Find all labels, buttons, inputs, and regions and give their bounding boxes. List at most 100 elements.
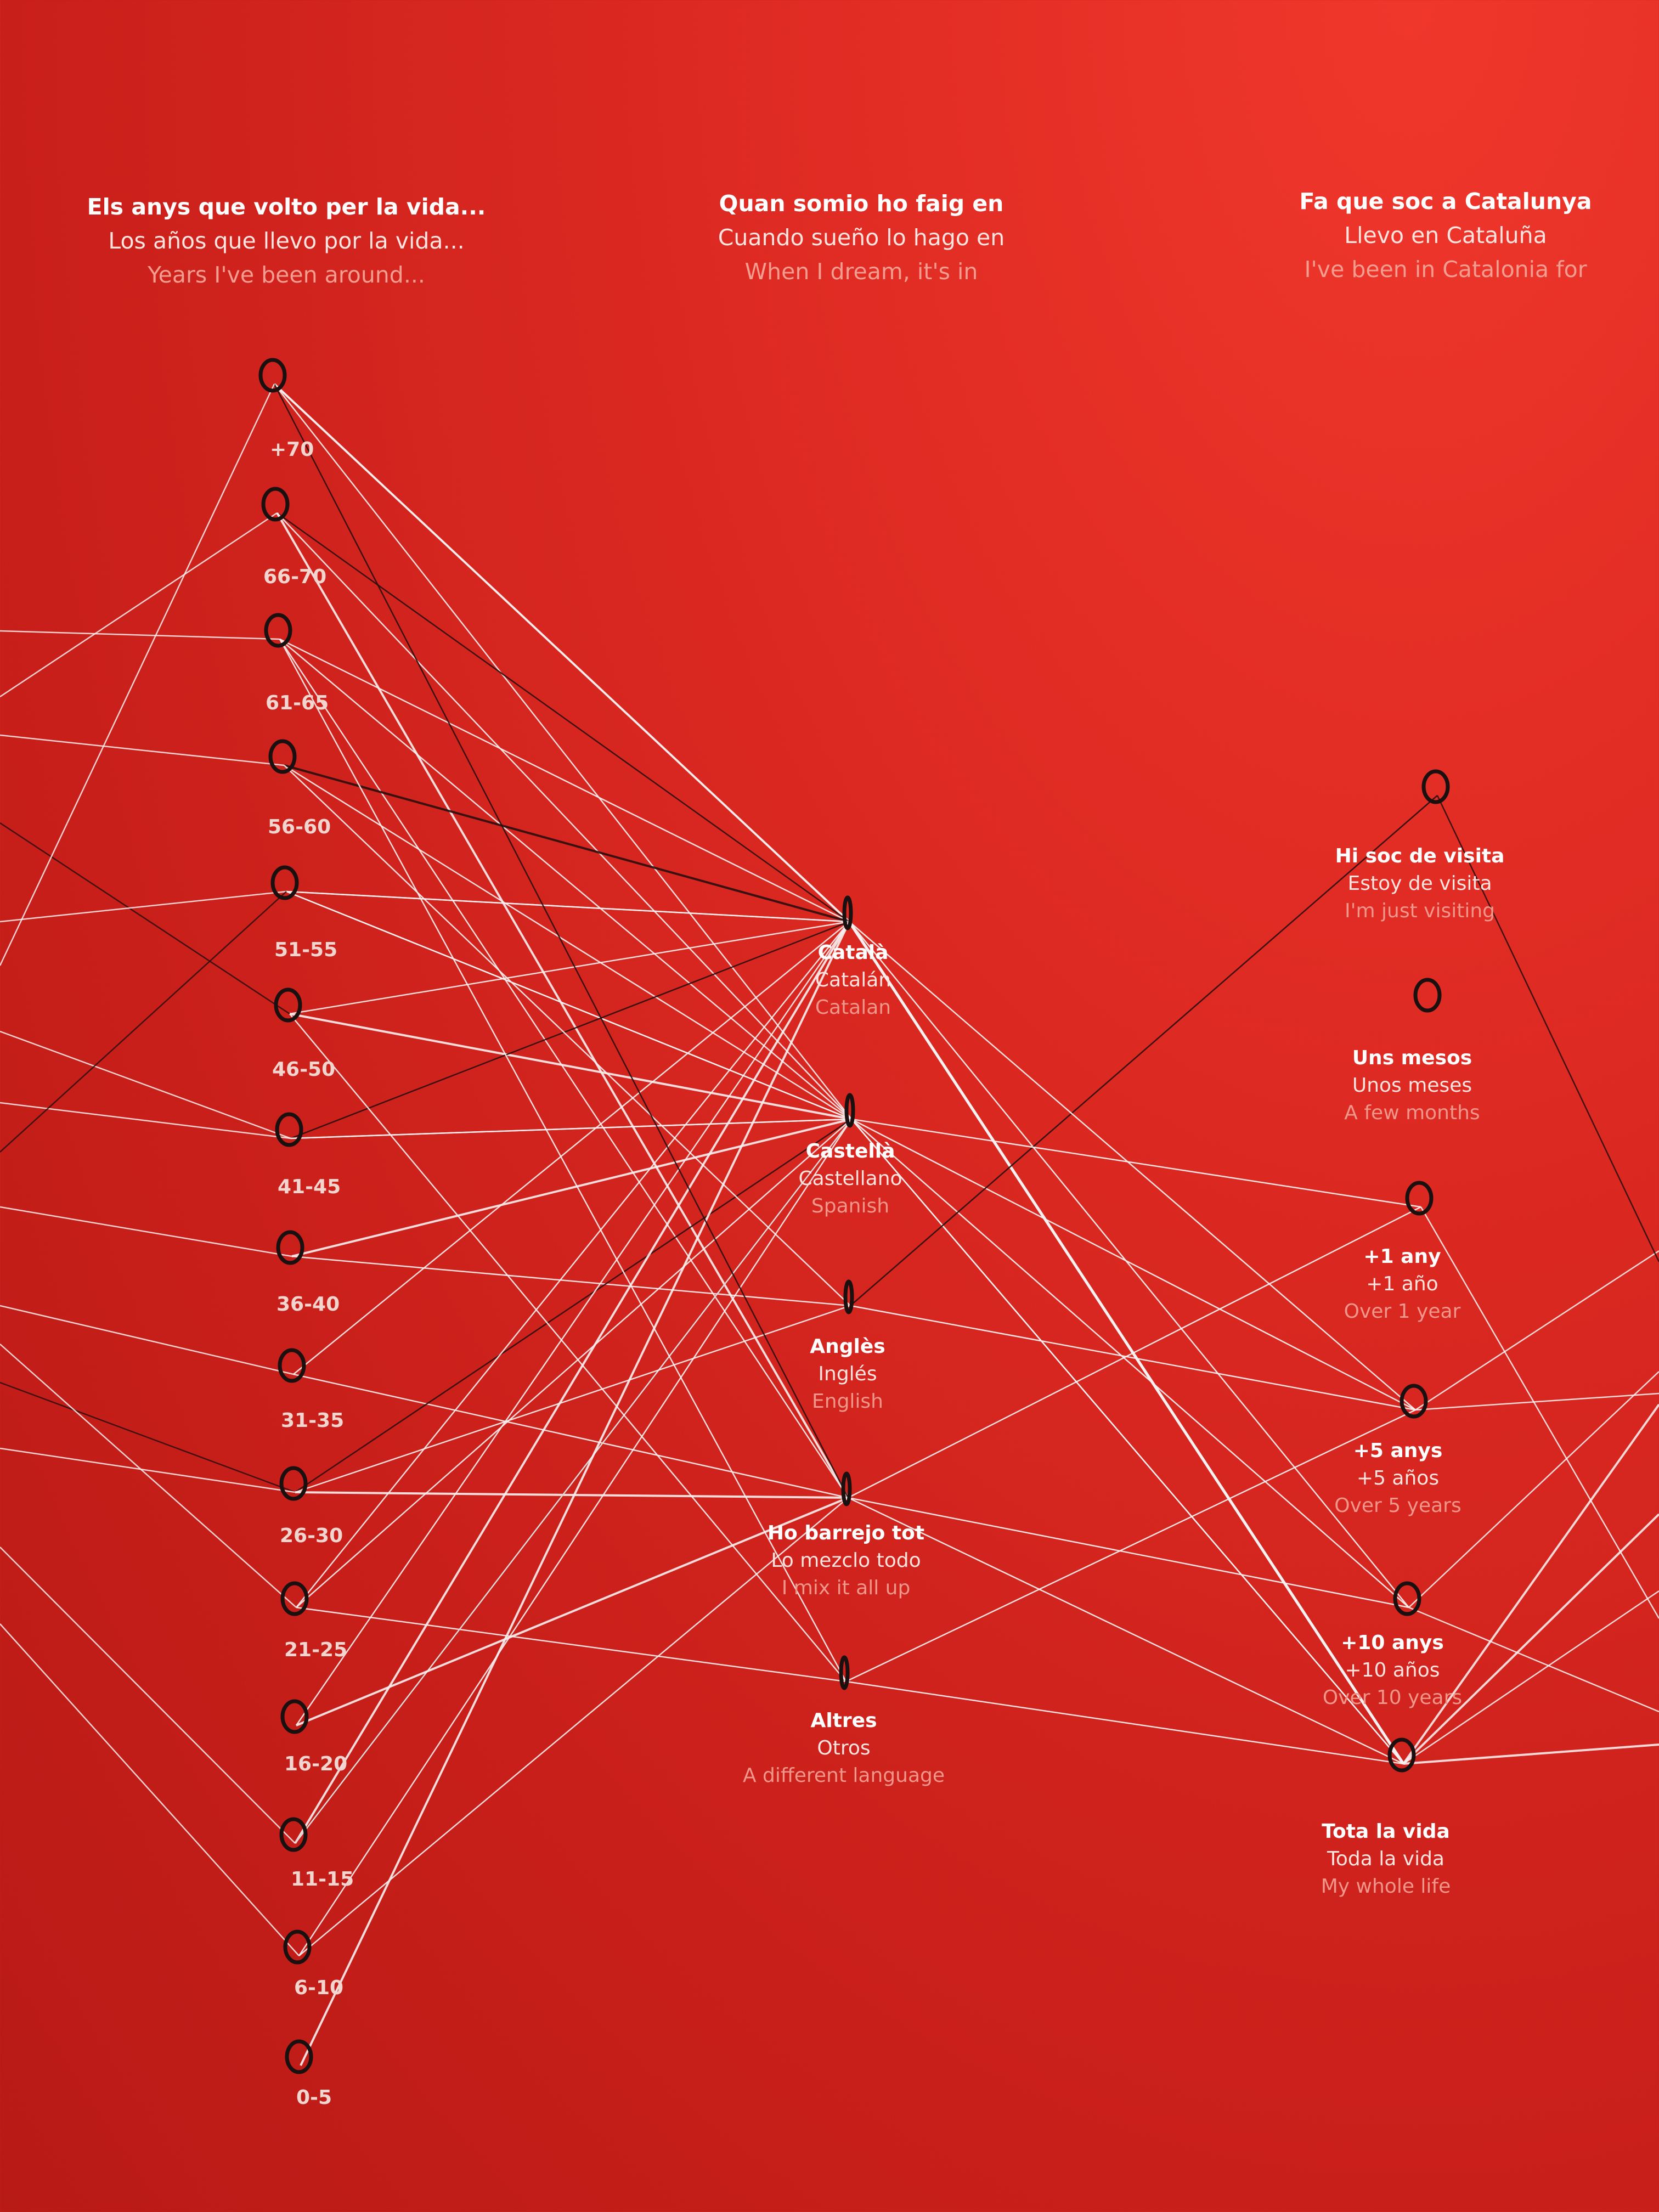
thread — [1415, 1392, 1659, 1411]
thread — [1403, 1590, 1659, 1765]
thread — [0, 1206, 292, 1257]
answer-line-catalan: Anglès — [810, 1335, 885, 1358]
answer-line-spanish: +5 años — [1356, 1467, 1440, 1489]
hook — [839, 1655, 850, 1690]
thread — [0, 512, 278, 698]
thread — [274, 383, 850, 922]
thread — [1415, 1250, 1659, 1411]
hook — [1400, 1384, 1428, 1419]
answer-line-english: Over 5 years — [1334, 1494, 1462, 1517]
hook — [278, 1348, 306, 1383]
age-heading-english: Years I've been around... — [148, 262, 425, 288]
dream-answer-mix: Ho barrejo tot Lo mezclo todo I mix it a… — [703, 1520, 989, 1602]
answer-line-english: A few months — [1344, 1102, 1480, 1124]
thread — [295, 921, 850, 1726]
thread — [273, 383, 849, 1498]
residence-answer-whole-life: Tota la vida Toda la vida My whole life — [1243, 1818, 1528, 1900]
thread — [851, 1118, 1421, 1208]
age-label: 21-25 — [284, 1639, 348, 1661]
thread — [848, 1497, 1409, 1609]
thread — [296, 1119, 852, 1608]
thread — [290, 1118, 852, 1139]
thread — [0, 891, 287, 1153]
answer-line-spanish: Unos meses — [1352, 1074, 1472, 1097]
thread — [848, 1497, 1404, 1765]
thread — [0, 734, 285, 766]
thread — [279, 639, 852, 1120]
thread — [0, 1305, 294, 1375]
hook — [268, 739, 297, 774]
answer-line-english: Over 1 year — [1344, 1300, 1461, 1323]
thread — [276, 512, 852, 1120]
answer-line-catalan: Altres — [810, 1709, 877, 1732]
age-label: 0-5 — [296, 2086, 332, 2109]
age-column-heading: Els anys que volto per la vida... Los añ… — [40, 190, 533, 292]
answer-line-english: Catalan — [815, 996, 891, 1019]
hook — [258, 358, 287, 393]
hook — [279, 1817, 308, 1852]
hook — [270, 865, 299, 900]
age-label: 6-10 — [294, 1977, 344, 1999]
thread — [284, 764, 852, 1120]
thread — [0, 822, 290, 1015]
thread — [1403, 1743, 1659, 1765]
residence-answer-10-years: +10 anys +10 años Over 10 years — [1250, 1629, 1535, 1712]
residence-heading-spanish: Llevo en Cataluña — [1344, 222, 1547, 249]
answer-line-catalan: Hi soc de visita — [1335, 845, 1505, 867]
thread — [0, 1447, 296, 1493]
thread — [849, 921, 1409, 1608]
hook — [1393, 1581, 1421, 1616]
thread — [849, 921, 1416, 1410]
thread — [293, 1373, 849, 1499]
thread — [0, 1030, 291, 1139]
residence-column-heading: Fa que soc a Catalunya Llevo en Cataluña… — [1199, 184, 1659, 286]
hook — [275, 1112, 303, 1147]
thread — [290, 921, 850, 1139]
thread — [0, 1547, 296, 1844]
thread — [296, 1497, 849, 1726]
answer-line-spanish: Otros — [817, 1737, 871, 1759]
answer-line-catalan: +5 anys — [1353, 1440, 1443, 1462]
thread — [279, 638, 850, 923]
answer-line-english: My whole life — [1321, 1875, 1451, 1898]
thread — [1402, 1513, 1659, 1765]
thread — [279, 639, 847, 1682]
answer-line-catalan: Tota la vida — [1322, 1820, 1450, 1843]
residence-answer-visiting: Hi soc de visita Estoy de visita I'm jus… — [1277, 843, 1562, 925]
answer-line-spanish: Castellano — [798, 1167, 902, 1190]
thread — [286, 890, 850, 923]
thread — [851, 1119, 1404, 1764]
thread — [0, 890, 287, 923]
thread — [0, 1381, 296, 1493]
thread — [289, 1013, 847, 1682]
thread — [1408, 1371, 1659, 1608]
thread — [295, 1118, 852, 1493]
age-label: +70 — [270, 438, 314, 461]
residence-answer-1-year: +1 any +1 año Over 1 year — [1260, 1243, 1545, 1325]
hook — [843, 1279, 854, 1314]
residence-answer-months: Uns mesos Unos meses A few months — [1269, 1045, 1555, 1127]
answer-line-spanish: Catalán — [815, 969, 891, 991]
hook — [1405, 1181, 1434, 1216]
age-label: 66-70 — [263, 566, 327, 588]
answer-line-spanish: Inglés — [818, 1363, 877, 1385]
thread — [0, 630, 280, 640]
answer-line-spanish: Lo mezclo todo — [771, 1549, 921, 1572]
thread — [848, 1206, 1421, 1499]
answer-line-catalan: Català — [817, 941, 889, 964]
age-label: 36-40 — [276, 1293, 340, 1316]
thread — [276, 512, 850, 923]
thread — [295, 1119, 852, 1844]
hook — [842, 895, 853, 930]
answer-line-spanish: +10 años — [1345, 1659, 1440, 1681]
age-heading-catalan: Els anys que volto per la vida... — [87, 194, 486, 220]
thread — [284, 765, 851, 1306]
thread — [289, 1013, 852, 1120]
thread — [289, 921, 850, 1015]
hook — [276, 1230, 304, 1265]
answer-line-english: Spanish — [811, 1195, 890, 1217]
dream-answer-catalan: Català Catalán Catalan — [710, 939, 996, 1022]
answer-line-catalan: +10 anys — [1341, 1632, 1444, 1654]
thread — [0, 1102, 291, 1139]
